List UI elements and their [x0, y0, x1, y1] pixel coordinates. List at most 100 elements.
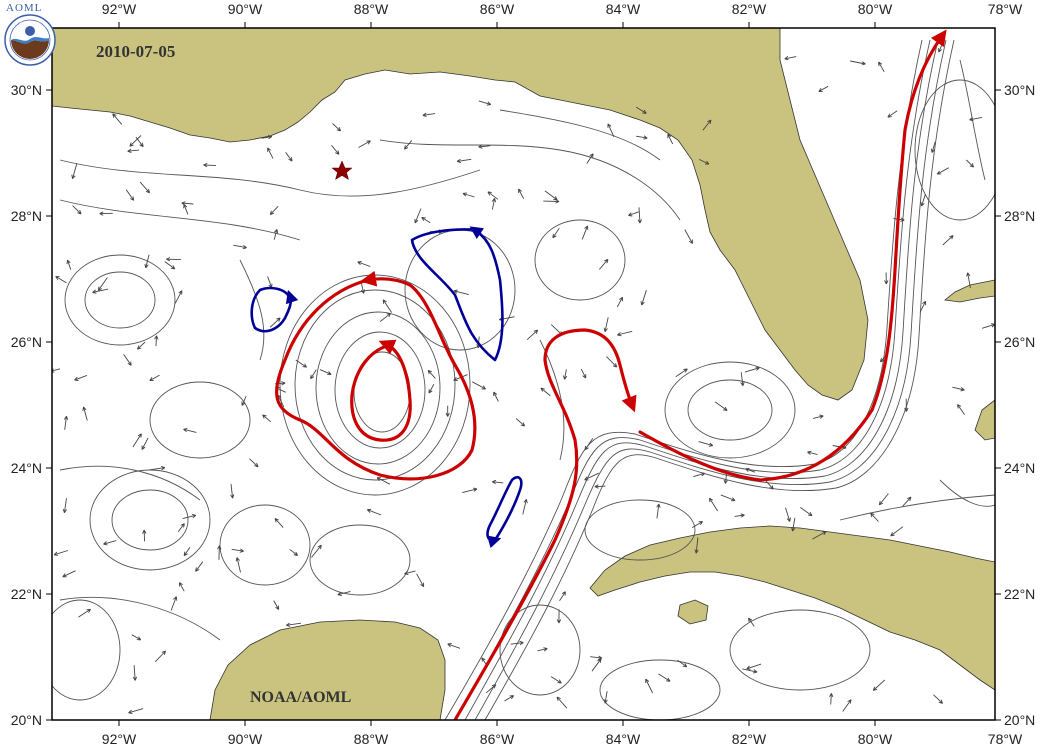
flow-arrow	[286, 622, 302, 627]
land-yucatan	[209, 619, 446, 720]
lon-label: 84°W	[606, 731, 641, 747]
flow-arrow	[544, 190, 558, 201]
flow-arrow	[182, 513, 197, 519]
flow-arrow	[170, 596, 178, 611]
flow-arrow	[103, 540, 117, 546]
flow-arrow	[66, 259, 72, 270]
flow-arrow	[504, 695, 515, 702]
flow-arrow	[478, 144, 491, 149]
flow-arrow	[82, 406, 88, 421]
lon-label: 86°W	[480, 1, 515, 17]
flow-arrow	[357, 261, 371, 267]
flow-arrow	[656, 503, 661, 519]
flow-arrow	[818, 85, 829, 92]
map-frame	[51, 27, 996, 721]
flow-arrow	[203, 162, 217, 168]
flow-arrow	[709, 497, 718, 512]
flow-arrow	[332, 123, 342, 132]
lon-label: 82°W	[732, 731, 767, 747]
flow-arrow	[526, 329, 539, 341]
lat-labels-left: 20°N 22°N 24°N 26°N 28°N 30°N	[11, 82, 42, 728]
lat-label: 20°N	[1004, 712, 1035, 728]
flow-arrow	[269, 205, 279, 216]
flow-arrow	[829, 693, 834, 705]
flow-arrow	[181, 201, 194, 206]
tick-marks	[46, 22, 1001, 726]
flow-arrow	[887, 110, 898, 118]
land-us-florida	[52, 28, 869, 401]
flow-arrow	[698, 441, 714, 447]
flow-arrow	[556, 609, 562, 624]
flow-arrow	[590, 655, 603, 660]
flow-arrow	[112, 113, 123, 125]
flow-arrow	[71, 163, 78, 180]
flow-arrow	[742, 668, 758, 674]
flow-arrow	[540, 387, 551, 397]
flow-arrow	[142, 529, 147, 542]
lat-label: 22°N	[11, 586, 42, 602]
lon-label: 80°W	[858, 1, 893, 17]
flow-arrow	[637, 207, 642, 224]
flow-arrows	[52, 41, 995, 714]
flow-arrow	[403, 140, 413, 150]
flow-arrow	[74, 374, 88, 381]
flow-arrow	[552, 228, 560, 239]
flow-arrow	[550, 676, 562, 684]
flow-arrow	[812, 531, 827, 540]
flow-arrow	[785, 507, 791, 522]
flow-arrow	[645, 678, 654, 694]
lon-label: 92°W	[102, 731, 137, 747]
flow-arrow	[366, 508, 382, 516]
flow-arrow	[603, 317, 609, 332]
aoml-logo: AOML	[4, 2, 56, 66]
flow-arrow	[92, 288, 109, 294]
flow-arrow	[295, 359, 307, 368]
flow-arrow	[636, 135, 648, 140]
flow-arrow	[233, 244, 247, 250]
flow-arrow	[675, 368, 688, 378]
flow-arrow	[132, 433, 142, 448]
flow-arrow	[132, 665, 138, 681]
flow-arrow	[141, 437, 149, 450]
flow-arrow	[957, 404, 965, 415]
flow-arrow	[562, 369, 568, 380]
flow-arrow	[230, 483, 235, 499]
flow-arrow	[319, 369, 332, 376]
lon-label: 86°W	[480, 731, 515, 747]
flow-arrow	[337, 590, 351, 596]
loop-current-path	[453, 328, 637, 720]
flow-arrow	[684, 229, 693, 244]
flow-arrow	[135, 136, 144, 148]
flow-arrow	[445, 405, 450, 417]
flow-arrow	[559, 591, 566, 601]
cold-eddy-west	[250, 286, 299, 333]
flow-arrow	[616, 296, 624, 308]
flow-arrow	[462, 487, 478, 494]
flow-arrow	[183, 547, 191, 557]
flow-arrow	[872, 679, 886, 691]
flow-arrow	[904, 398, 909, 412]
flow-arrow	[422, 112, 436, 118]
flow-arrow	[746, 663, 762, 670]
flow-arrow	[269, 317, 281, 328]
loop-current-east-path	[638, 29, 947, 482]
credit-label: NOAA/AOML	[250, 689, 351, 706]
flow-arrow	[607, 123, 615, 137]
flow-arrow	[183, 427, 197, 433]
flow-arrow	[289, 548, 299, 556]
lat-label: 26°N	[11, 334, 42, 350]
flow-arrow	[178, 582, 185, 592]
lon-label: 88°W	[354, 1, 389, 17]
flow-arrow	[174, 290, 183, 304]
flow-arrow	[217, 545, 222, 560]
flow-arrow	[456, 158, 472, 164]
flow-arrow	[677, 659, 688, 668]
flow-arrow	[428, 383, 435, 394]
flow-arrow	[598, 258, 609, 270]
flow-arrow	[518, 188, 525, 199]
flow-arrow	[635, 106, 647, 114]
flow-arrow	[952, 386, 965, 392]
flow-arrow	[487, 191, 499, 200]
flow-arrow	[274, 517, 284, 528]
